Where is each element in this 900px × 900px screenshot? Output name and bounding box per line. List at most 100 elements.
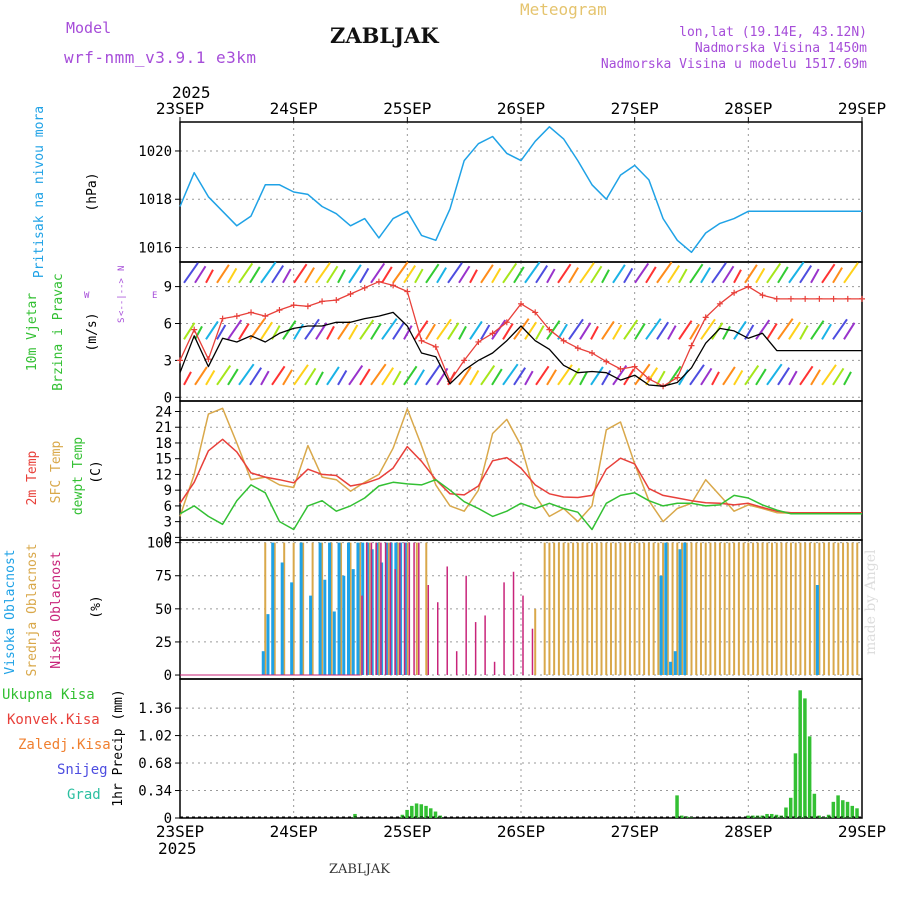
compass-arrows: <--|--> <box>117 277 127 316</box>
wind-barb <box>535 365 550 386</box>
wind-barb <box>832 367 845 386</box>
wind-barb <box>590 366 604 386</box>
precip-bar <box>798 690 802 818</box>
wind-barb <box>568 367 581 386</box>
wind-barb <box>502 363 519 386</box>
wind-barb <box>491 267 502 284</box>
xtick-label-top: 24SEP <box>270 99 318 118</box>
ytick-label: 3 <box>164 515 172 531</box>
wind-gust-marker <box>716 300 723 307</box>
ytick-label: 50 <box>155 602 172 618</box>
wind-barb <box>612 264 626 284</box>
wind-barb <box>810 268 820 284</box>
model-name: wrf-nmm_v3.9.1 e3km <box>64 48 257 67</box>
wind-barb <box>667 265 681 284</box>
ytick-label: 1.36 <box>138 701 172 717</box>
wind-barb <box>755 319 771 340</box>
wind-barb <box>766 363 783 386</box>
precip-bar <box>855 808 859 818</box>
precip-bar <box>774 814 779 818</box>
wind-barb <box>216 364 232 386</box>
wind-barb <box>524 261 541 284</box>
wind-gust-marker <box>475 338 482 345</box>
wind-barb <box>535 325 545 340</box>
panel-frame-temperature <box>179 400 863 541</box>
wind-barb <box>260 261 277 284</box>
wind-barb <box>359 267 370 284</box>
wind-barb <box>612 324 623 340</box>
wind-barb <box>722 366 736 386</box>
wind-barb <box>392 321 406 340</box>
wind-barb <box>821 364 837 386</box>
wind-barb <box>777 266 789 284</box>
station-title: ZABLJAK <box>330 23 439 48</box>
precip-bar <box>822 817 826 818</box>
wind-barb <box>810 369 821 386</box>
ytick-label: 0 <box>164 390 172 406</box>
precip-bar <box>353 813 357 818</box>
wind-barb <box>656 370 666 386</box>
wind-barb <box>414 320 429 340</box>
wind-barb <box>348 364 364 386</box>
wind-barb <box>766 323 778 340</box>
xtick-label-top: 27SEP <box>611 99 659 118</box>
wind-barb <box>436 267 447 284</box>
wind-barb <box>216 324 227 340</box>
wind-barb <box>315 262 331 284</box>
wind-barb <box>205 269 214 284</box>
precip-bar <box>429 808 433 818</box>
wind-gust-marker <box>347 290 354 297</box>
wind-barb <box>546 320 561 340</box>
wind-barb <box>524 321 538 340</box>
wind-barb <box>227 368 239 386</box>
wind-barb <box>601 269 610 284</box>
wind-gust-marker <box>645 375 652 382</box>
wind-barb <box>293 364 309 386</box>
ytick-label: 75 <box>155 569 172 585</box>
wind-barb <box>469 320 483 340</box>
wind-barb <box>480 324 491 340</box>
high-cloud-axis-title: Visoka Oblacnost <box>3 549 18 674</box>
panel-frame-pressure <box>179 121 863 263</box>
footer-station: ZABLJAK <box>329 862 390 877</box>
wind-gust-marker <box>290 302 297 309</box>
wind-gust-marker <box>319 298 326 305</box>
precip-axis-unit: 1hr Precip (mm) <box>111 689 126 806</box>
precip-bar <box>424 805 428 818</box>
ytick-label: 25 <box>155 635 172 651</box>
xtick-label-top: 26SEP <box>497 99 545 118</box>
sfc-temp-line <box>179 407 862 523</box>
wind-barb <box>458 265 471 284</box>
wind-barb <box>722 265 735 284</box>
wind-barb <box>689 323 700 340</box>
xtick-label-bottom: 24SEP <box>270 822 318 841</box>
precip-bar <box>689 817 693 818</box>
wind-gust-marker <box>390 282 397 289</box>
model-label: Model <box>66 19 112 37</box>
precip-bar <box>784 807 788 818</box>
wind-gust-marker <box>574 345 581 352</box>
wind-barb <box>700 267 711 284</box>
wind-barb <box>436 318 452 340</box>
temp-2m-line <box>179 438 862 514</box>
wind-barb <box>524 370 534 386</box>
ytick-label: 1.02 <box>138 729 172 745</box>
wind-barb <box>337 369 348 386</box>
pressure-axis-title: Pritisak na nivou mora <box>32 106 47 278</box>
wind-barb <box>227 319 243 340</box>
wind-barb <box>821 323 832 340</box>
wind-barb <box>271 265 285 284</box>
wind-gust-marker <box>773 295 780 302</box>
precip-bar <box>807 736 812 818</box>
wind-gust-marker <box>489 330 496 337</box>
precip-bar <box>793 753 798 818</box>
wind-barb <box>579 371 588 386</box>
wind-gust-marker <box>333 297 340 304</box>
precip-bar <box>410 805 414 818</box>
wind-barb <box>414 268 424 284</box>
ytick-label: 1018 <box>138 192 172 208</box>
wind-barb <box>447 262 463 284</box>
ytick-label: 0.34 <box>138 784 172 800</box>
precip-conv-label: Konvek.Kisa <box>7 712 100 728</box>
model-elevation-label: Nadmorska Visina u modelu 1517.69m <box>600 57 867 72</box>
